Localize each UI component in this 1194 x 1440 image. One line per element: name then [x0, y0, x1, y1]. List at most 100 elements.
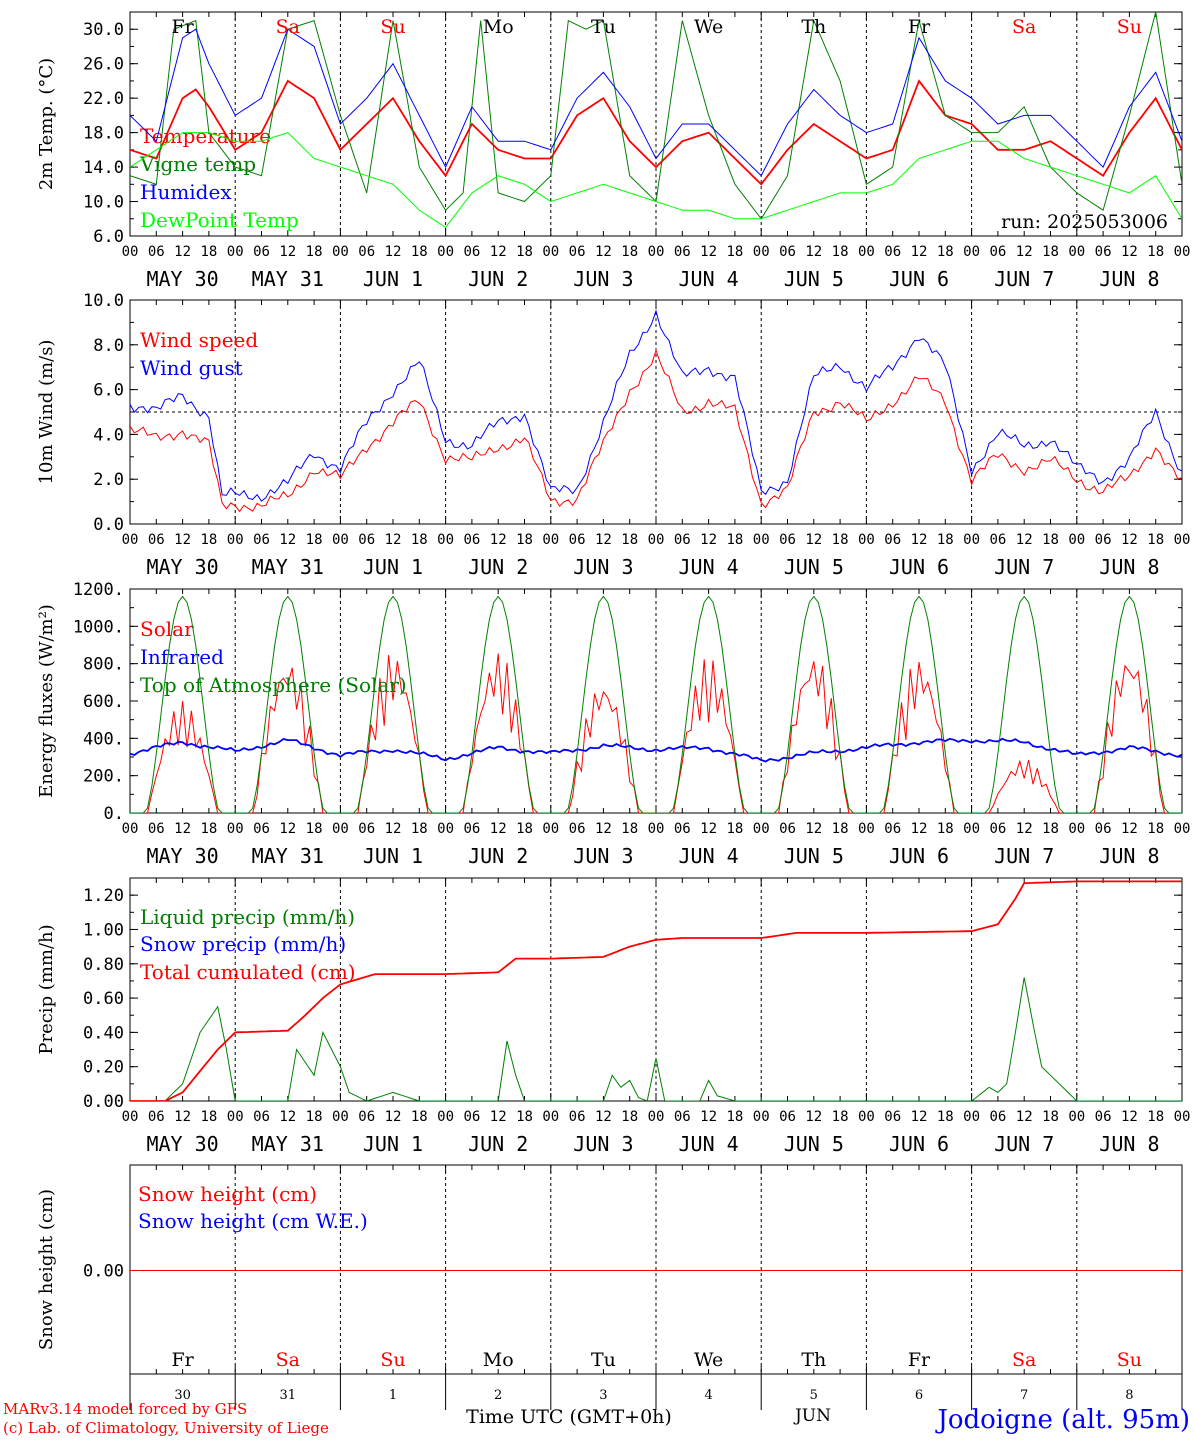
hour-label: 00 — [858, 821, 875, 837]
hour-label: 00 — [963, 821, 980, 837]
hour-label: 18 — [411, 821, 428, 837]
date-label: JUN 1 — [363, 844, 423, 868]
hour-label: 12 — [174, 1109, 191, 1125]
hour-label: 00 — [1068, 821, 1085, 837]
date-label: JUN 7 — [994, 267, 1054, 291]
hour-label: 18 — [516, 821, 533, 837]
hour-label: 00 — [227, 821, 244, 837]
hour-label: 18 — [306, 821, 323, 837]
date-label: MAY 31 — [252, 267, 324, 291]
hour-label: 18 — [516, 1109, 533, 1125]
day-name: Fr — [171, 16, 194, 38]
day-name: Sa — [276, 1349, 300, 1371]
panel-1: 6.0 10.0 14.0 18.0 22.0 26.0 30.0 2m Temp. (°C)… — [36, 11, 1191, 291]
date-label: JUN 7 — [994, 844, 1054, 868]
hour-label: 18 — [726, 821, 743, 837]
y-tick-label: 8.0 — [93, 336, 124, 356]
series-line-temperature — [130, 79, 1182, 186]
panel-2: 0.0 2.0 4.0 6.0 8.0 10.0 10m Wind (m/s) 00 06 12 1… — [36, 291, 1190, 579]
hour-label: 00 — [542, 821, 559, 837]
hour-label: 00 — [437, 532, 454, 548]
date-label: MAY 31 — [252, 1132, 324, 1156]
hour-label: 06 — [779, 821, 796, 837]
hour-label: 18 — [937, 821, 954, 837]
hour-label: 06 — [253, 821, 270, 837]
hour-label: 12 — [700, 244, 717, 260]
legend-entry: Solar — [140, 617, 194, 641]
day-number: 5 — [810, 1388, 818, 1403]
day-name: Su — [380, 1349, 405, 1371]
hour-label: 12 — [279, 821, 296, 837]
hour-label: 06 — [1095, 821, 1112, 837]
hour-label: 00 — [648, 244, 665, 260]
hour-label: 12 — [490, 1109, 507, 1125]
date-label: JUN 1 — [363, 555, 423, 579]
y-tick-label: 18.0 — [83, 124, 124, 144]
hour-label: 00 — [1174, 244, 1191, 260]
month-label: JUN — [793, 1406, 831, 1426]
legend-entry: Snow height (cm W.E.) — [138, 1209, 368, 1233]
date-label: JUN 5 — [784, 1132, 844, 1156]
hour-label: 18 — [1042, 532, 1059, 548]
hour-label: 06 — [148, 821, 165, 837]
hour-label: 06 — [884, 1109, 901, 1125]
hour-label: 00 — [542, 532, 559, 548]
hour-label: 06 — [569, 1109, 586, 1125]
hour-label: 18 — [1147, 532, 1164, 548]
hour-label: 06 — [674, 1109, 691, 1125]
hour-label: 18 — [1042, 1109, 1059, 1125]
hour-label: 18 — [200, 821, 217, 837]
day-number: 8 — [1125, 1388, 1133, 1403]
y-axis-label: Snow height (cm) — [36, 1189, 57, 1350]
hour-label: 12 — [174, 244, 191, 260]
hour-label: 00 — [963, 532, 980, 548]
hour-label: 00 — [122, 821, 139, 837]
hour-label: 06 — [1095, 244, 1112, 260]
hour-label: 00 — [542, 1109, 559, 1125]
hour-label: 18 — [621, 244, 638, 260]
hour-label: 12 — [385, 1109, 402, 1125]
date-label: JUN 4 — [678, 555, 738, 579]
day-name: Tu — [591, 16, 616, 38]
date-label: MAY 31 — [252, 555, 324, 579]
legend-entry: Liquid precip (mm/h) — [140, 905, 355, 929]
day-number: 1 — [389, 1388, 397, 1403]
hour-label: 18 — [1147, 821, 1164, 837]
hour-label: 18 — [621, 532, 638, 548]
legend-entry: Snow height (cm) — [138, 1182, 317, 1206]
hour-label: 18 — [937, 244, 954, 260]
hour-label: 00 — [753, 1109, 770, 1125]
date-label: JUN 3 — [573, 844, 633, 868]
day-number: 4 — [704, 1388, 712, 1403]
hour-label: 00 — [122, 1109, 139, 1125]
lab-credit: (c) Lab. of Climatology, University of L… — [3, 1419, 329, 1437]
date-label: JUN 2 — [468, 844, 528, 868]
hour-label: 12 — [1121, 244, 1138, 260]
day-name: Tu — [591, 1349, 616, 1371]
hour-label: 12 — [595, 821, 612, 837]
hour-label: 18 — [832, 1109, 849, 1125]
day-name: Su — [1117, 16, 1142, 38]
hour-label: 18 — [1147, 1109, 1164, 1125]
y-tick-label: 10.0 — [83, 291, 124, 311]
panel-3: 0. 200. 400. 600. 800. 1000. 1200. Energy fluxe… — [36, 580, 1190, 868]
hour-label: 12 — [385, 821, 402, 837]
hour-label: 12 — [805, 1109, 822, 1125]
hour-label: 00 — [963, 1109, 980, 1125]
hour-label: 12 — [490, 821, 507, 837]
series-line-wind-speed — [130, 348, 1182, 513]
hour-label: 00 — [1174, 1109, 1191, 1125]
day-name: Fr — [908, 1349, 931, 1371]
hour-label: 00 — [1068, 244, 1085, 260]
day-name: We — [694, 1349, 723, 1371]
hour-label: 06 — [463, 532, 480, 548]
hour-label: 18 — [200, 244, 217, 260]
date-label: JUN 1 — [363, 1132, 423, 1156]
station-name: Jodoigne (alt. 95m) — [934, 1405, 1190, 1435]
hour-label: 12 — [595, 532, 612, 548]
hour-label: 00 — [437, 244, 454, 260]
date-label: JUN 8 — [1099, 844, 1159, 868]
hour-label: 00 — [648, 1109, 665, 1125]
hour-label: 06 — [569, 244, 586, 260]
hour-label: 00 — [332, 244, 349, 260]
